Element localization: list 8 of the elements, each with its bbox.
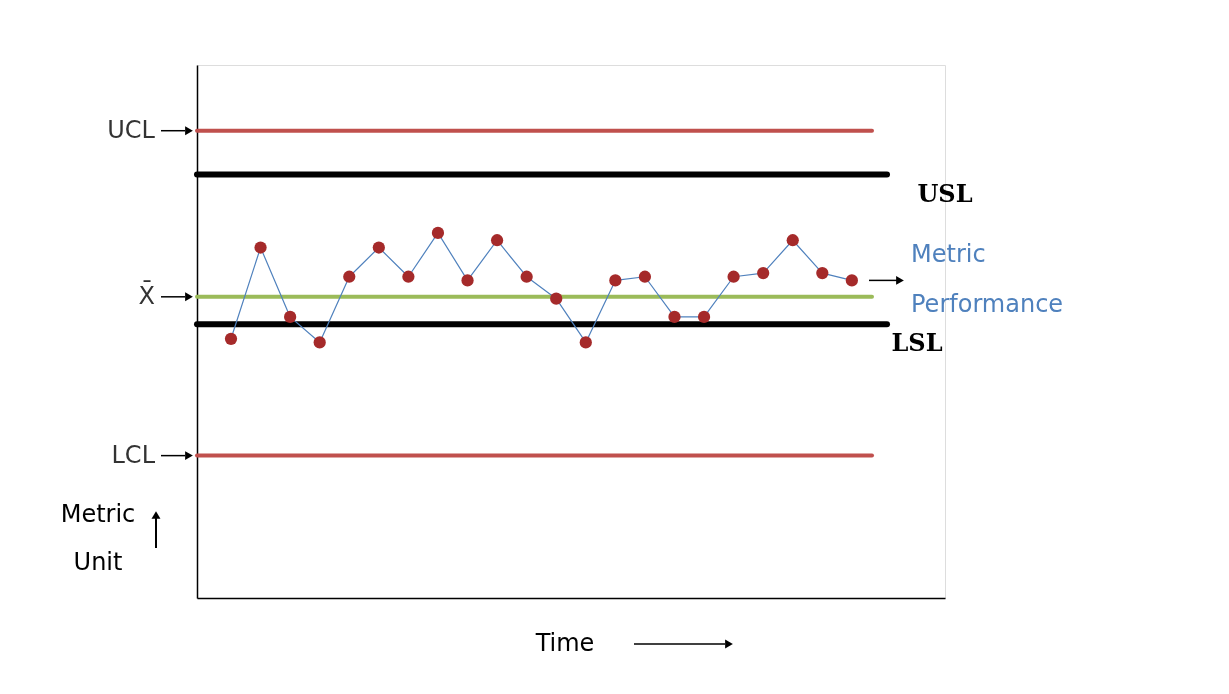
- text: Metric Performance: [911, 240, 1064, 319]
- x-axis-title: Time: [534, 629, 595, 657]
- ref-line-label: USL: [917, 178, 973, 208]
- ref-line-label: LCL: [111, 440, 156, 469]
- ref-line-label: LSL: [891, 328, 943, 358]
- ref-line-label: X̄: [138, 280, 155, 310]
- y-axis-title: Metric Unit: [60, 500, 136, 576]
- ref-line-label: UCL: [107, 115, 156, 144]
